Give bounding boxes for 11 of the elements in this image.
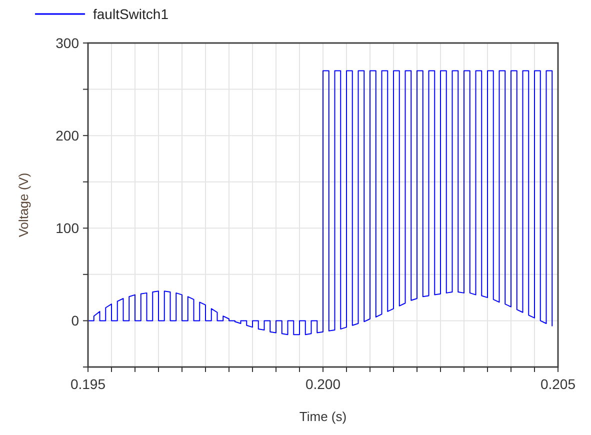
y-tick-label: 0	[71, 312, 80, 329]
y-tick-label: 300	[56, 35, 80, 51]
x-axis-title: Time (s)	[299, 409, 347, 424]
y-tick-label: 100	[56, 220, 80, 236]
x-tick-label: 0.195	[70, 376, 106, 392]
y-tick-label: 200	[56, 128, 80, 144]
line-series	[88, 70, 553, 336]
x-tick-label: 0.205	[540, 376, 576, 392]
x-tick-label: 0.200	[305, 376, 341, 392]
legend-label: faultSwitch1	[93, 6, 169, 22]
y-axis-title: Voltage (V)	[16, 172, 31, 238]
